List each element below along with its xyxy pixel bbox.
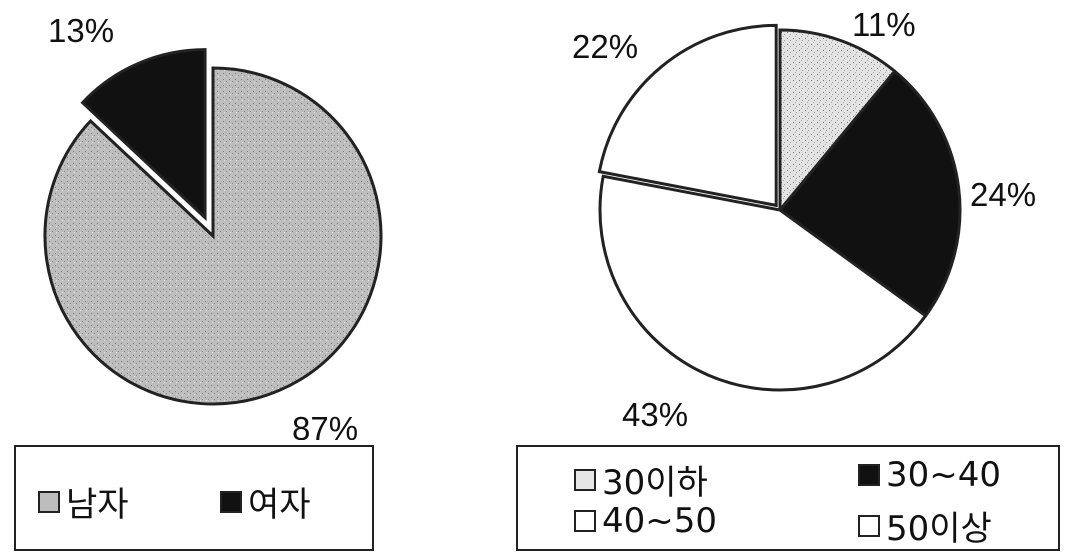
label-under-30-pct: 11% bbox=[852, 6, 916, 43]
legend-item-over-50: 50이상 bbox=[858, 501, 992, 550]
legend-item-male: 남자 bbox=[38, 477, 129, 526]
legend-swatch-female bbox=[220, 490, 242, 513]
legend-swatch-over-50 bbox=[858, 514, 880, 537]
legend-label-female: 여자 bbox=[248, 485, 311, 525]
slice-under-30 bbox=[778, 28, 897, 215]
label-over-50-pct: 22% bbox=[572, 28, 638, 65]
slice-over-50 bbox=[597, 23, 778, 208]
legend-item-30-40: 30~40 bbox=[858, 455, 1001, 495]
legend-swatch-30-40 bbox=[858, 464, 880, 486]
legend-swatch-40-50 bbox=[574, 510, 596, 532]
slice-female bbox=[80, 48, 207, 222]
gender-legend: 남자 여자 bbox=[14, 445, 374, 551]
slice-30-40 bbox=[777, 69, 962, 318]
legend-swatch-male bbox=[38, 490, 60, 513]
gender-pie-chart: 13% 87% 남자 여자 bbox=[14, 12, 383, 551]
label-male-pct: 87% bbox=[292, 410, 358, 440]
legend-label-under-30: 30이하 bbox=[602, 463, 708, 503]
legend-label-over-50: 50이상 bbox=[886, 509, 992, 549]
gender-pie-svg: 13% 87% bbox=[43, 12, 383, 440]
age-pie-chart: 11% 24% 43% 22% 30이하 30~40 40~50 50이상 bbox=[516, 0, 1077, 556]
age-legend: 30이하 30~40 40~50 50이상 bbox=[516, 445, 1060, 551]
legend-item-female: 여자 bbox=[220, 477, 311, 526]
legend-label-male: 남자 bbox=[66, 485, 129, 525]
label-30-40-pct: 24% bbox=[970, 176, 1036, 213]
label-40-50-pct: 43% bbox=[622, 396, 688, 433]
legend-item-under-30: 30이하 bbox=[574, 455, 708, 504]
age-pie-svg: 11% 24% 43% 22% bbox=[572, 6, 1036, 433]
legend-item-40-50: 40~50 bbox=[574, 501, 717, 541]
label-female-pct: 13% bbox=[48, 12, 114, 49]
slice-40-50 bbox=[598, 174, 928, 392]
legend-label-30-40: 30~40 bbox=[886, 455, 1002, 495]
legend-swatch-under-30 bbox=[574, 468, 596, 491]
legend-label-40-50: 40~50 bbox=[602, 501, 718, 541]
slice-male bbox=[43, 66, 383, 406]
